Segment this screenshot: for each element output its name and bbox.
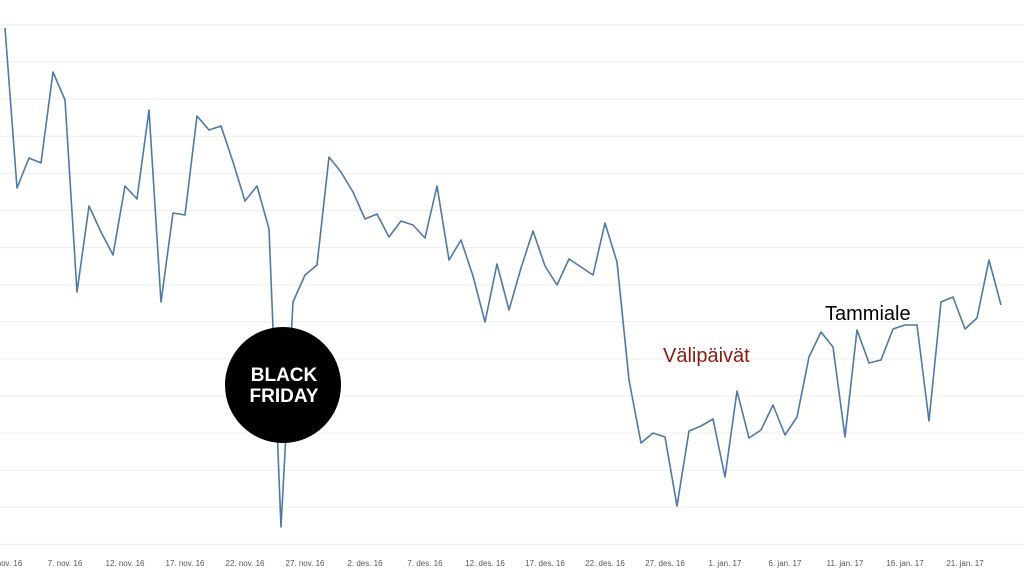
annotation: Välipäivät [663, 345, 750, 367]
x-tick-label: 1. jan. 17 [709, 559, 742, 568]
x-tick-label: 22. des. 16 [585, 559, 625, 568]
annotation: Tammiale [825, 303, 911, 325]
x-tick-label: 17. nov. 16 [166, 559, 206, 568]
line-series [4, 27, 1002, 528]
x-tick-label: 12. nov. 16 [106, 559, 146, 568]
badge-text: FRIDAY [250, 386, 319, 407]
badge-circle [225, 327, 341, 443]
x-tick-label: 27. nov. 16 [286, 559, 326, 568]
x-tick-label: 16. jan. 17 [886, 559, 924, 568]
x-tick-label: 6. jan. 17 [769, 559, 802, 568]
x-tick-label: 17. des. 16 [525, 559, 565, 568]
grid [0, 24, 1024, 545]
x-tick-label: 22. nov. 16 [226, 559, 266, 568]
x-tick-label: 12. des. 16 [465, 559, 505, 568]
x-tick-label: 7. nov. 16 [48, 559, 83, 568]
x-tick-label: 27. des. 16 [645, 559, 685, 568]
x-tick-label: 2. nov. 16 [0, 559, 23, 568]
x-tick-label: 2. des. 16 [347, 559, 383, 568]
x-tick-label: 21. jan. 17 [946, 559, 984, 568]
x-tick-label: 7. des. 16 [407, 559, 443, 568]
badge-text: BLACK [251, 365, 318, 386]
black-friday-badge: BLACK FRIDAY [225, 327, 341, 443]
plot: 2. nov. 16 7. nov. 16 12. nov. 16 17. nov. … [0, 27, 1002, 568]
x-tick-label: 11. jan. 17 [827, 559, 864, 568]
